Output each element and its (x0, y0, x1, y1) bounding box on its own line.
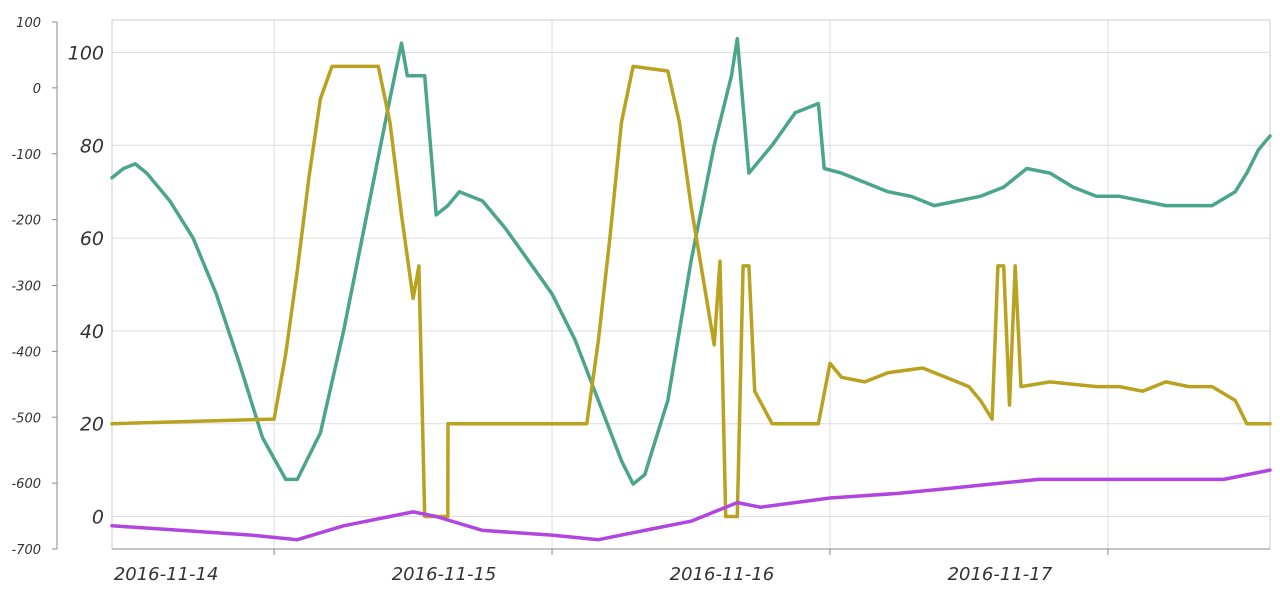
y-left-tick-label: -400 (11, 345, 41, 360)
plot-frame (111, 19, 1271, 550)
x-tick-label: 2016-11-17 (948, 564, 1053, 585)
axes (52, 21, 1270, 555)
x-tick-label: 2016-11-16 (670, 564, 775, 585)
y-inner-tick-label: 100 (68, 42, 104, 64)
y-left-tick-label: 100 (16, 16, 41, 31)
y-inner-tick-label: 0 (92, 507, 104, 529)
y-left-tick-label: -300 (11, 280, 41, 295)
series-lines (110, 36, 1272, 542)
y-inner-tick-label: 40 (80, 321, 104, 343)
tick-labels: 100 80 60 40 20 0 2016-11-14 2016-11-15 2016-11-… (11, 16, 1052, 585)
y-left-tick-label: -700 (11, 543, 41, 558)
y-left-tick-label: -100 (11, 148, 41, 163)
y-left-tick-label: 0 (33, 82, 41, 97)
y-inner-tick-label: 80 (80, 135, 104, 157)
y-left-tick-label: -600 (11, 477, 41, 492)
y-left-tick-label: -500 (11, 411, 41, 426)
series-line-1 (110, 36, 1272, 486)
series-line-2 (110, 64, 1272, 519)
y-inner-tick-label: 60 (80, 228, 104, 250)
x-tick-label: 2016-11-15 (392, 564, 497, 585)
grid (111, 19, 1271, 550)
x-tick-label: 2016-11-14 (114, 564, 219, 585)
y-inner-tick-label: 20 (80, 414, 104, 436)
y-left-tick-label: -200 (11, 214, 41, 229)
series-line-3 (110, 468, 1272, 542)
